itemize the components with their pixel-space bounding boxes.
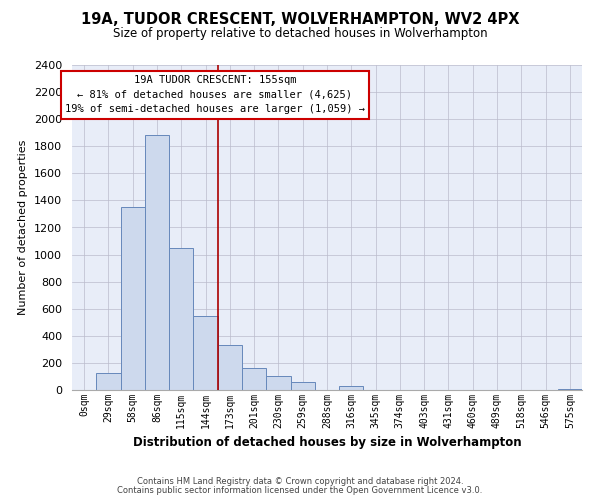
Bar xyxy=(193,316,218,390)
Bar xyxy=(169,248,193,390)
Text: Contains HM Land Registry data © Crown copyright and database right 2024.: Contains HM Land Registry data © Crown c… xyxy=(137,477,463,486)
Text: 19A TUDOR CRESCENT: 155sqm
← 81% of detached houses are smaller (4,625)
19% of s: 19A TUDOR CRESCENT: 155sqm ← 81% of deta… xyxy=(65,74,365,114)
Y-axis label: Number of detached properties: Number of detached properties xyxy=(19,140,28,315)
Text: 19A, TUDOR CRESCENT, WOLVERHAMPTON, WV2 4PX: 19A, TUDOR CRESCENT, WOLVERHAMPTON, WV2 … xyxy=(81,12,519,28)
Bar xyxy=(96,373,121,390)
Bar xyxy=(145,136,169,390)
Bar xyxy=(266,376,290,390)
Bar xyxy=(121,207,145,390)
Bar xyxy=(339,386,364,390)
Bar xyxy=(218,344,242,390)
Text: Size of property relative to detached houses in Wolverhampton: Size of property relative to detached ho… xyxy=(113,28,487,40)
Bar xyxy=(558,388,582,390)
X-axis label: Distribution of detached houses by size in Wolverhampton: Distribution of detached houses by size … xyxy=(133,436,521,450)
Bar xyxy=(242,368,266,390)
Bar xyxy=(290,382,315,390)
Text: Contains public sector information licensed under the Open Government Licence v3: Contains public sector information licen… xyxy=(118,486,482,495)
